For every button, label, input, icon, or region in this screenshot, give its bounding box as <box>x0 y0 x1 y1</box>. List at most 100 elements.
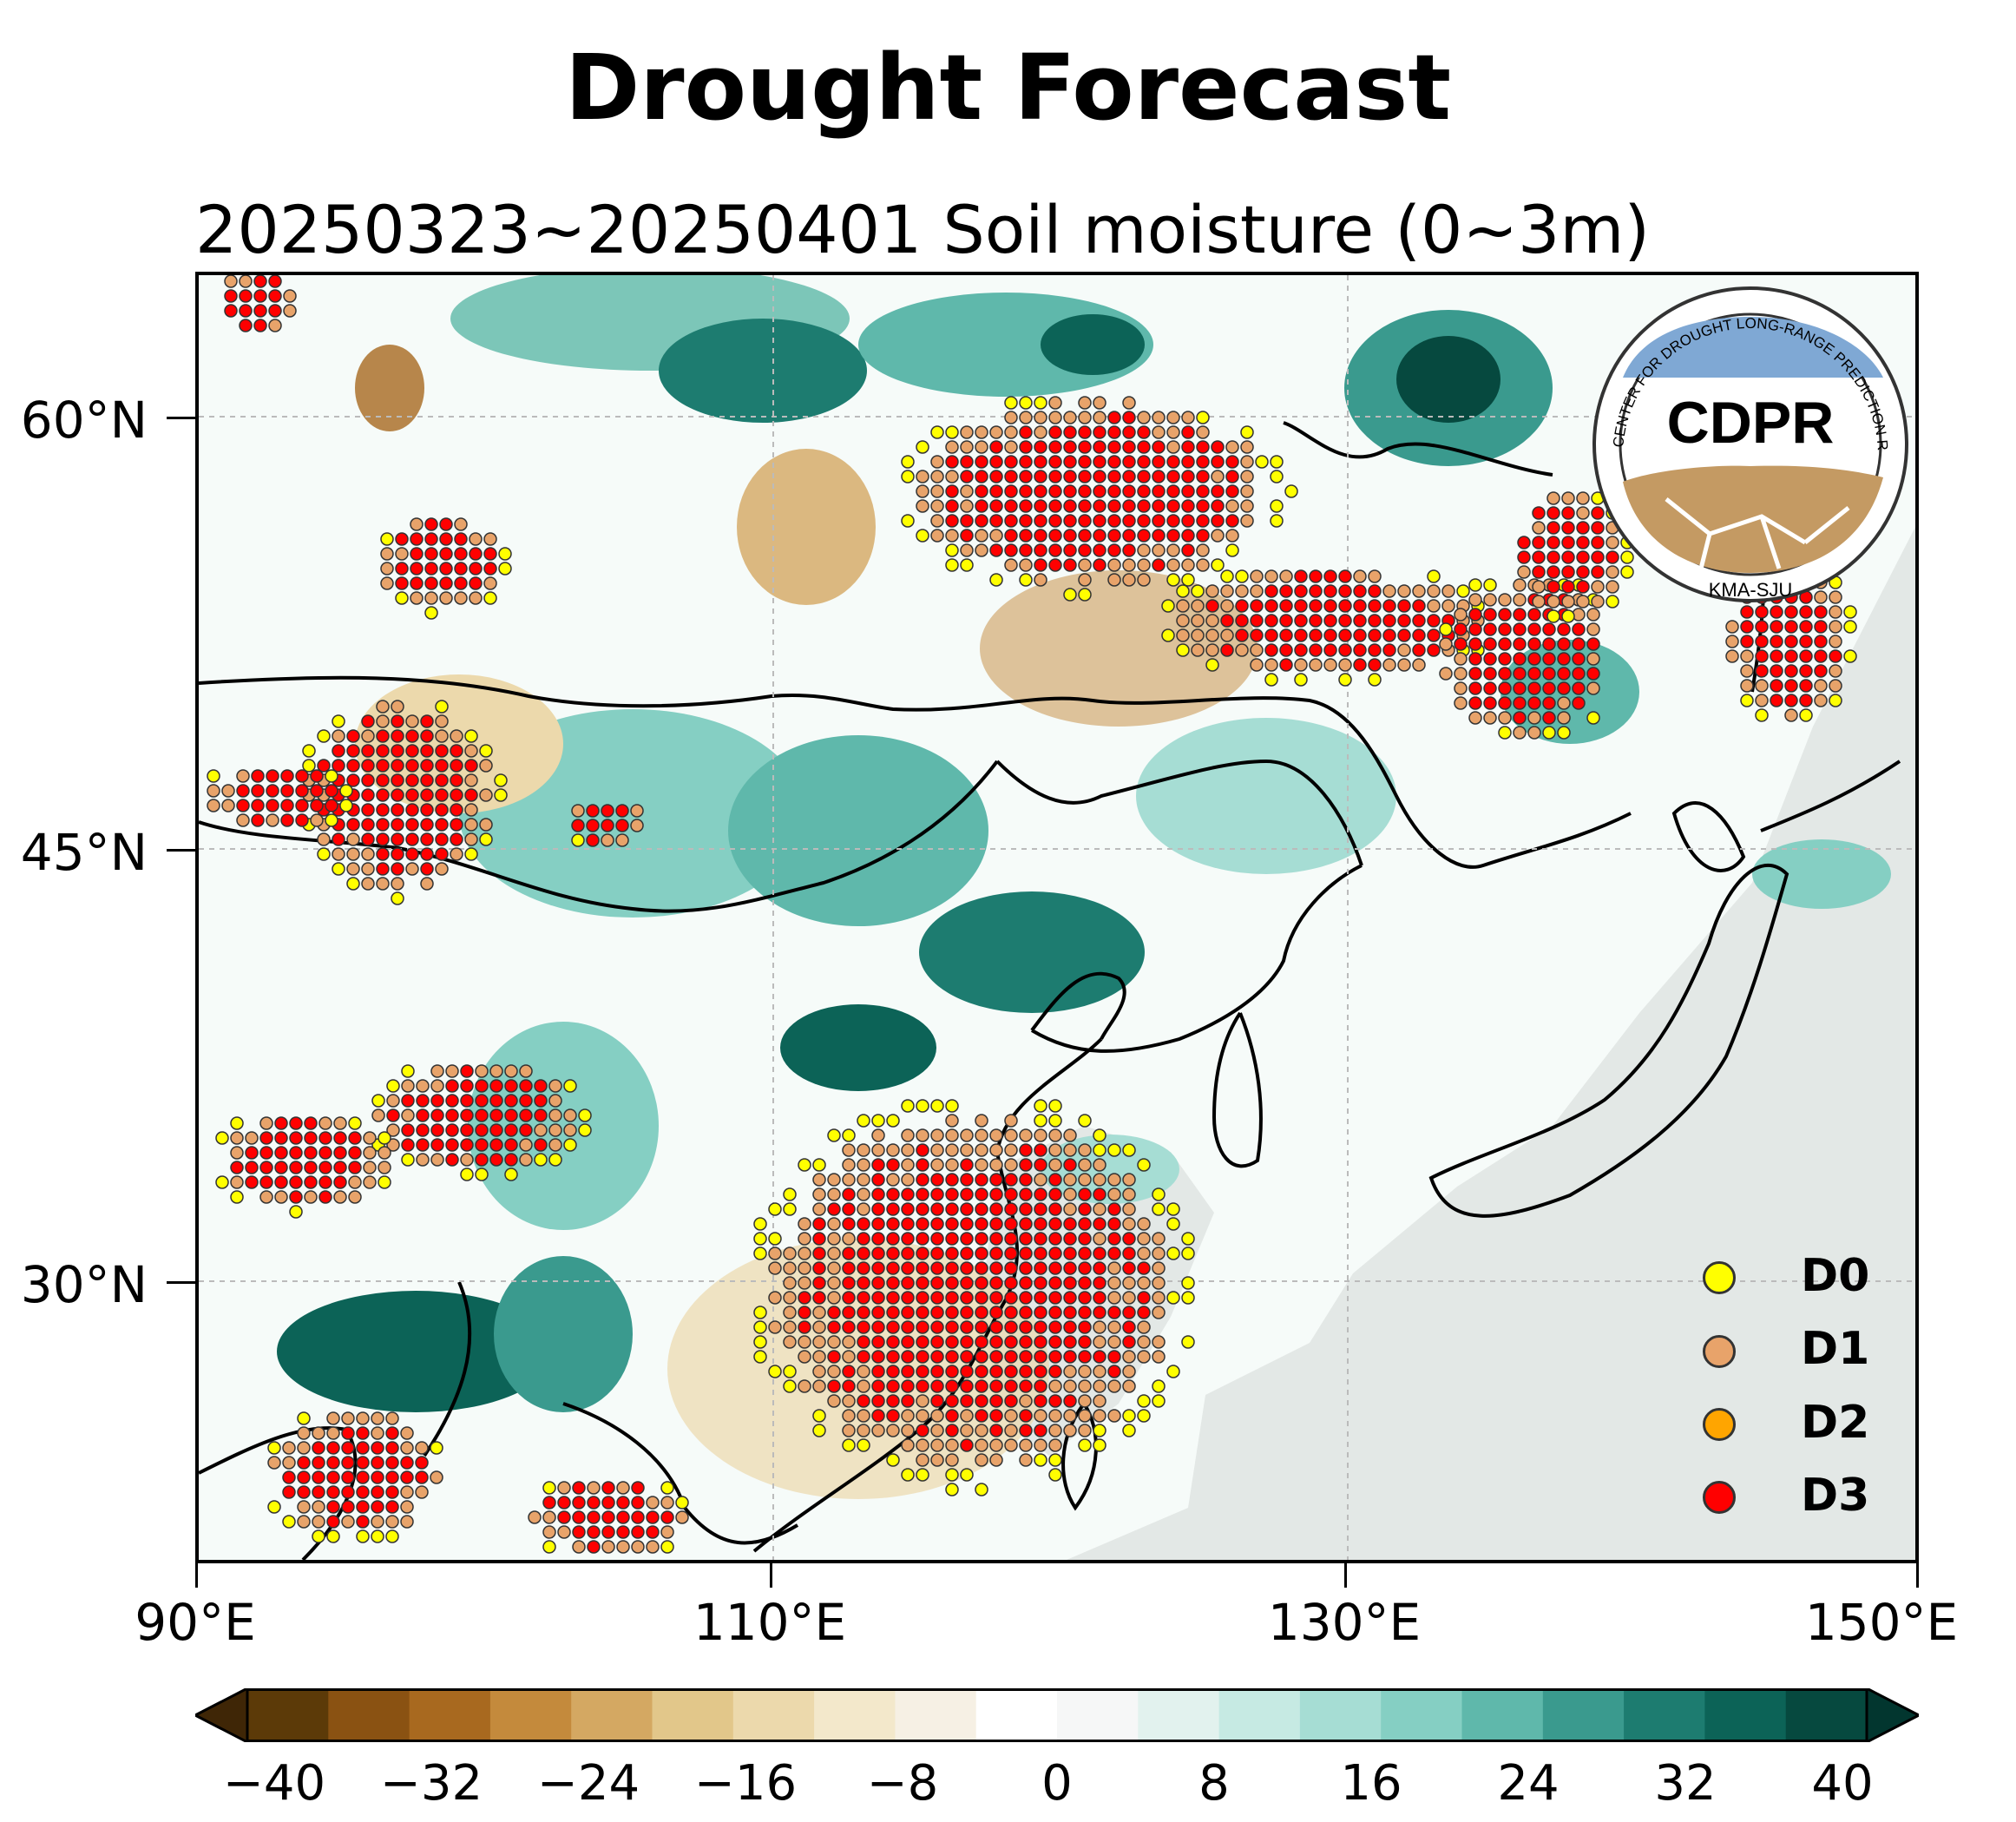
drought-marker <box>1770 664 1783 678</box>
drought-marker <box>631 1540 645 1554</box>
drought-marker <box>631 1496 645 1510</box>
drought-marker <box>1093 1320 1107 1334</box>
drought-marker <box>842 1158 856 1172</box>
drought-marker <box>1784 620 1798 634</box>
drought-marker <box>1078 1291 1092 1305</box>
drought-marker <box>339 784 353 798</box>
drought-marker <box>1196 440 1210 454</box>
drought-marker <box>1225 470 1239 483</box>
drought-marker <box>1137 514 1151 528</box>
drought-marker <box>1814 694 1828 707</box>
drought-marker <box>391 714 404 728</box>
drought-marker <box>1586 681 1600 695</box>
drought-marker <box>1048 1320 1062 1334</box>
drought-marker <box>283 289 297 303</box>
drought-marker <box>435 714 449 728</box>
drought-marker <box>391 700 404 714</box>
drought-marker <box>1181 1276 1195 1290</box>
drought-marker <box>1561 491 1575 505</box>
drought-marker <box>989 1438 1003 1452</box>
drought-marker <box>1427 569 1441 583</box>
drought-marker <box>1468 608 1482 622</box>
drought-marker <box>1048 470 1062 483</box>
drought-marker <box>1353 628 1367 642</box>
drought-marker <box>1093 1365 1107 1378</box>
drought-marker <box>391 832 404 846</box>
drought-marker <box>1034 1143 1047 1157</box>
drought-marker <box>1784 708 1798 722</box>
drought-marker <box>519 1079 533 1093</box>
drought-marker <box>1338 658 1352 672</box>
drought-marker <box>871 1394 885 1408</box>
drought-marker <box>1048 1173 1062 1187</box>
drought-marker <box>454 517 468 531</box>
drought-marker <box>1034 573 1047 587</box>
drought-marker <box>415 1441 429 1455</box>
drought-marker <box>960 1350 974 1364</box>
drought-marker <box>420 714 434 728</box>
drought-marker <box>1093 514 1107 528</box>
drought-marker <box>1004 440 1018 454</box>
drought-marker <box>1576 565 1590 579</box>
drought-marker <box>1166 573 1180 587</box>
drought-marker <box>646 1540 660 1554</box>
drought-marker <box>1211 440 1225 454</box>
drought-marker <box>631 1481 645 1495</box>
drought-marker <box>361 744 375 758</box>
drought-marker <box>1034 543 1047 557</box>
drought-marker <box>356 1426 370 1440</box>
drought-marker <box>224 289 238 303</box>
drought-marker <box>1078 411 1092 424</box>
drought-marker <box>989 470 1003 483</box>
drought-marker <box>945 499 959 513</box>
drought-marker <box>945 1217 959 1231</box>
drought-marker <box>391 744 404 758</box>
drought-marker <box>376 818 390 832</box>
drought-marker <box>857 1173 870 1187</box>
drought-marker <box>348 1146 362 1160</box>
drought-marker <box>361 847 375 861</box>
drought-marker <box>1166 484 1180 498</box>
drought-marker <box>631 1510 645 1524</box>
drought-marker <box>317 847 331 861</box>
drought-marker <box>435 832 449 846</box>
drought-marker <box>1338 599 1352 613</box>
drought-marker <box>812 1202 826 1216</box>
drought-marker <box>236 769 250 783</box>
drought-marker <box>989 1291 1003 1305</box>
drought-marker <box>1220 584 1234 598</box>
drought-marker <box>1063 1409 1077 1423</box>
drought-marker <box>534 1108 548 1122</box>
drought-marker <box>1279 599 1293 613</box>
drought-marker <box>1498 637 1512 651</box>
drought-marker <box>916 1320 929 1334</box>
drought-marker <box>1542 622 1556 636</box>
drought-marker <box>1740 620 1754 634</box>
drought-marker <box>1004 425 1018 439</box>
colorbar-tick-label: −32 <box>379 1755 483 1812</box>
drought-marker <box>960 1232 974 1246</box>
drought-marker <box>930 1335 944 1349</box>
drought-marker <box>1019 1232 1033 1246</box>
drought-marker <box>435 744 449 758</box>
drought-marker <box>812 1261 826 1275</box>
drought-marker <box>753 1217 767 1231</box>
drought-marker <box>857 1261 870 1275</box>
drought-marker <box>519 1123 533 1137</box>
drought-marker <box>1048 543 1062 557</box>
drought-marker <box>312 1500 325 1514</box>
drought-marker <box>1513 637 1527 651</box>
drought-marker <box>380 547 394 561</box>
drought-marker <box>930 470 944 483</box>
drought-marker <box>1078 1424 1092 1437</box>
drought-marker <box>420 803 434 817</box>
drought-marker <box>1368 614 1382 628</box>
drought-marker <box>1576 550 1590 564</box>
drought-marker <box>1181 543 1195 557</box>
drought-marker <box>416 1108 430 1122</box>
drought-marker <box>1034 1276 1047 1290</box>
drought-marker <box>916 1409 929 1423</box>
drought-marker <box>1019 1320 1033 1334</box>
drought-marker <box>886 1306 900 1319</box>
drought-marker <box>1137 558 1151 572</box>
